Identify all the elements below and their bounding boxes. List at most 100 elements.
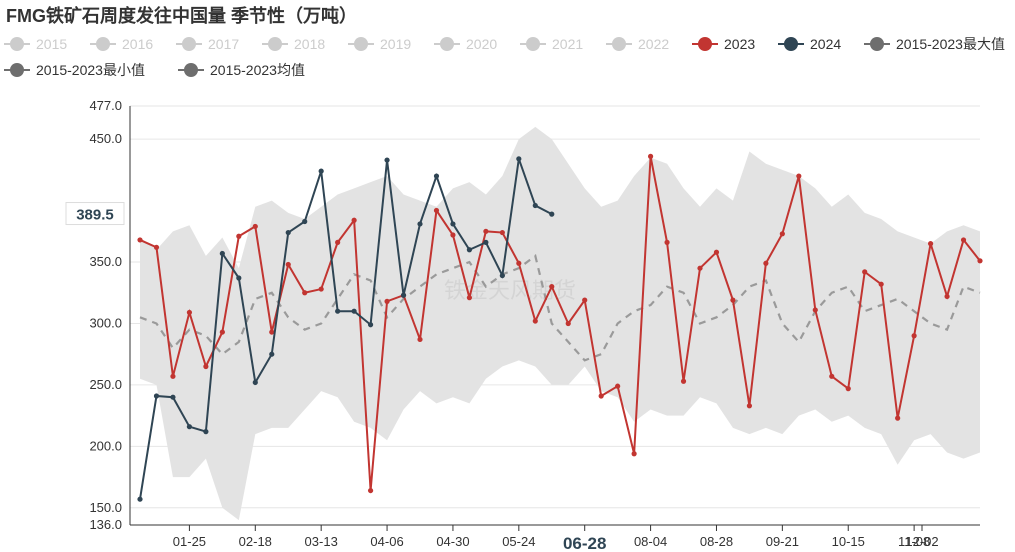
point-2024 xyxy=(450,221,456,227)
point-2023 xyxy=(302,290,308,296)
point-2023 xyxy=(417,336,423,343)
legend-label: 2015-2023均值 xyxy=(210,62,305,78)
point-2023 xyxy=(598,393,604,399)
legend-marker-icon xyxy=(434,37,460,51)
legend-item-2016[interactable]: 2016 xyxy=(90,34,153,54)
point-2023 xyxy=(796,173,802,179)
point-2024 xyxy=(433,173,440,179)
legend-label: 2017 xyxy=(208,36,240,52)
point-2024 xyxy=(417,221,423,227)
x-tick-label: 04-06 xyxy=(370,534,403,549)
point-2023 xyxy=(730,297,736,303)
point-2024 xyxy=(186,424,193,430)
point-2024 xyxy=(203,429,209,435)
legend: 2015 2016 2017 2018 2019 2020 2021 2022 2023 2024… xyxy=(0,34,1015,86)
legend-item-2020[interactable]: 2020 xyxy=(434,34,497,54)
legend-item-2019[interactable]: 2019 xyxy=(348,34,411,54)
point-2023 xyxy=(647,153,654,159)
legend-marker-icon xyxy=(178,63,204,77)
point-2023 xyxy=(236,233,242,239)
point-2023 xyxy=(516,260,522,266)
point-2023 xyxy=(829,373,835,379)
point-2023 xyxy=(746,403,753,409)
point-2024 xyxy=(236,275,242,281)
point-2024 xyxy=(252,379,258,386)
point-2024 xyxy=(532,202,538,209)
point-2023 xyxy=(697,265,703,271)
legend-item-2024[interactable]: 2024 xyxy=(778,34,841,54)
point-2023 xyxy=(384,298,390,304)
x-tick-label: 08-28 xyxy=(700,534,733,549)
legend-marker-icon xyxy=(4,37,30,51)
point-2024 xyxy=(516,156,522,162)
point-2023 xyxy=(450,232,456,238)
y-tick-label: 200.0 xyxy=(89,438,122,453)
y-tick-label: 350.0 xyxy=(89,254,122,269)
legend-marker-icon xyxy=(176,37,202,51)
point-2024 xyxy=(400,292,407,298)
legend-item-2018[interactable]: 2018 xyxy=(262,34,325,54)
legend-label: 2016 xyxy=(122,36,154,52)
point-2024 xyxy=(285,229,291,236)
point-2023 xyxy=(335,239,341,245)
y-tick-label: 450.0 xyxy=(89,131,122,146)
legend-item-2015[interactable]: 2015 xyxy=(4,34,67,54)
legend-item-2015-2023最小值[interactable]: 2015-2023最小值 xyxy=(4,60,145,80)
watermark-text: 铁金天风期货 xyxy=(444,279,576,304)
point-2024 xyxy=(302,218,308,225)
legend-label: 2024 xyxy=(810,36,842,52)
legend-label: 2023 xyxy=(724,36,756,52)
point-2024 xyxy=(499,272,505,279)
legend-label: 2015 xyxy=(36,36,68,52)
y-tick-label: 250.0 xyxy=(89,377,122,392)
y-tick-label: 136.0 xyxy=(89,517,122,532)
point-2023 xyxy=(895,415,901,421)
legend-label: 2021 xyxy=(552,36,584,52)
x-tick-label: 04-30 xyxy=(436,534,469,549)
point-2024 xyxy=(137,496,143,502)
x-tick-label: 12-02 xyxy=(905,534,938,549)
point-2023 xyxy=(252,223,258,230)
point-2024 xyxy=(466,247,473,253)
legend-marker-icon xyxy=(262,37,288,51)
legend-item-2015-2023最大值[interactable]: 2015-2023最大值 xyxy=(864,34,1005,54)
point-2023 xyxy=(269,329,275,335)
legend-label: 2015-2023最小值 xyxy=(36,62,145,78)
crosshair-y-value: 389.5 xyxy=(76,207,114,224)
y-tick-label: 150.0 xyxy=(89,500,122,515)
legend-item-2022[interactable]: 2022 xyxy=(606,34,669,54)
legend-label: 2018 xyxy=(294,36,326,52)
point-2023 xyxy=(911,333,917,339)
point-2024 xyxy=(351,308,357,314)
legend-marker-icon xyxy=(4,63,30,77)
point-2023 xyxy=(499,229,505,236)
x-tick-label: 01-25 xyxy=(173,534,206,549)
legend-item-2021[interactable]: 2021 xyxy=(520,34,583,54)
point-2023 xyxy=(318,286,324,292)
point-2023 xyxy=(186,309,193,316)
point-2023 xyxy=(615,383,621,389)
legend-label: 2022 xyxy=(638,36,670,52)
point-2023 xyxy=(664,239,670,245)
point-2023 xyxy=(845,386,851,392)
legend-item-2017[interactable]: 2017 xyxy=(176,34,239,54)
legend-item-2015-2023均值[interactable]: 2015-2023均值 xyxy=(178,60,305,80)
legend-label: 2020 xyxy=(466,36,498,52)
legend-item-2023[interactable]: 2023 xyxy=(692,34,755,54)
legend-marker-icon xyxy=(90,37,116,51)
point-2024 xyxy=(318,168,324,174)
point-2023 xyxy=(631,451,637,457)
point-2023 xyxy=(977,258,983,264)
point-2023 xyxy=(779,231,785,237)
point-2023 xyxy=(351,217,357,223)
legend-marker-icon xyxy=(606,37,632,51)
legend-label: 2015-2023最大值 xyxy=(896,36,1005,52)
point-2023 xyxy=(862,269,868,275)
point-2023 xyxy=(680,378,687,384)
point-2024 xyxy=(170,394,176,400)
point-2024 xyxy=(219,250,225,257)
legend-marker-icon xyxy=(520,37,546,51)
x-tick-label: 09-21 xyxy=(766,534,799,549)
point-2023 xyxy=(960,237,967,243)
